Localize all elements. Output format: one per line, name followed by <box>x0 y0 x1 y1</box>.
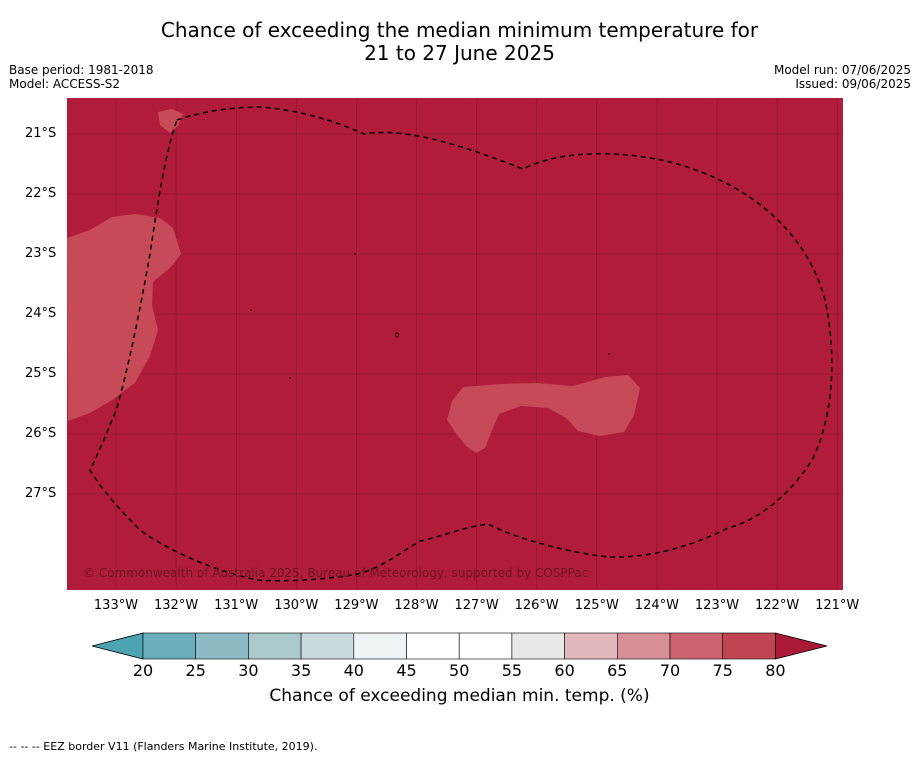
island-2 <box>250 309 252 311</box>
colorbar-segment <box>511 632 565 660</box>
map-credit: © Commonwealth of Australia 2025, Bureau… <box>83 566 589 580</box>
longitude-label: 128°W <box>394 598 439 613</box>
islands <box>250 253 610 379</box>
island-5 <box>608 353 610 355</box>
colorbar-tick-label: 30 <box>238 661 259 680</box>
colorbar-tick-label: 35 <box>290 661 312 680</box>
longitude-label: 132°W <box>154 598 199 613</box>
colorbar-segment <box>458 632 513 660</box>
warm-patch-central <box>447 375 640 453</box>
base-period: Base period: 1981-2018 <box>9 63 154 77</box>
latitude-label: 26°S <box>25 426 57 441</box>
model-run: Model run: 07/06/2025 <box>773 63 911 77</box>
colorbar-tick-label: 50 <box>449 661 470 680</box>
map-title-line-1: Chance of exceeding the median minimum t… <box>160 18 759 42</box>
eez-border <box>89 106 833 582</box>
island-1 <box>354 253 356 255</box>
latitude-label: 21°S <box>25 126 57 141</box>
colorbar-tick-label: 55 <box>501 661 523 680</box>
colorbar-segment <box>300 632 355 660</box>
longitude-label: 126°W <box>514 598 559 613</box>
colorbar-segment <box>406 632 460 660</box>
warm-patch-north <box>158 109 183 133</box>
colorbar-segment <box>669 632 724 660</box>
colorbar-tick-label: 70 <box>659 661 681 680</box>
colorbar-tick-label: 20 <box>132 661 154 680</box>
warm-patch-west <box>67 214 181 421</box>
map-background <box>67 98 843 590</box>
longitude-label: 124°W <box>634 598 679 613</box>
colorbar-tick-label: 60 <box>554 661 575 680</box>
colorbar-tick-label: 65 <box>607 661 628 680</box>
longitude-label: 125°W <box>574 598 619 613</box>
colorbar-segment <box>722 632 776 660</box>
colorbar-segment <box>195 632 249 660</box>
longitude-label: 133°W <box>93 598 139 613</box>
latitude-label: 24°S <box>25 306 57 321</box>
colorbar-segment <box>564 632 618 660</box>
colorbar-tick-label: 75 <box>712 661 733 680</box>
longitude-label: 131°W <box>214 598 259 613</box>
colorbar-segment <box>353 632 407 660</box>
longitude-label: 121°W <box>815 598 860 613</box>
island-4 <box>289 377 291 379</box>
longitude-label: 130°W <box>274 598 319 613</box>
colorbar-tick-label: 80 <box>765 661 786 680</box>
colorbar-segment <box>616 632 671 660</box>
colorbar-extend-high <box>775 632 828 660</box>
latitude-label: 25°S <box>25 366 57 381</box>
map-title-line-2: 21 to 27 June 2025 <box>364 41 555 65</box>
latitude-label: 23°S <box>25 246 57 261</box>
model-name: Model: ACCESS-S2 <box>9 77 121 91</box>
colorbar-tick-label: 25 <box>185 661 206 680</box>
colorbar-segment <box>248 632 302 660</box>
latitude-label: 27°S <box>25 486 57 501</box>
longitude-label: 129°W <box>334 598 379 613</box>
colorbar-label: Chance of exceeding median min. temp. (%… <box>269 686 650 706</box>
colorbar-extend-low <box>91 632 144 660</box>
longitude-label: 122°W <box>755 598 800 613</box>
meta-right: Model run: 07/06/2025 Issued: 09/06/2025 <box>774 63 911 91</box>
colorbar-tick-label: 45 <box>396 661 417 680</box>
colorbar-tick-label: 40 <box>343 661 364 680</box>
latitude-label: 22°S <box>25 186 57 201</box>
longitude-label: 123°W <box>694 598 740 613</box>
legend-footnote: -- -- -- EEZ border V11 (Flanders Marine… <box>9 740 318 753</box>
meta-left: Base period: 1981-2018 Model: ACCESS-S2 <box>9 63 154 91</box>
colorbar <box>91 632 828 660</box>
issued-date: Issued: 09/06/2025 <box>795 77 911 91</box>
colorbar-segment <box>142 632 197 660</box>
island-3 <box>394 332 399 338</box>
longitude-label: 127°W <box>454 598 499 613</box>
